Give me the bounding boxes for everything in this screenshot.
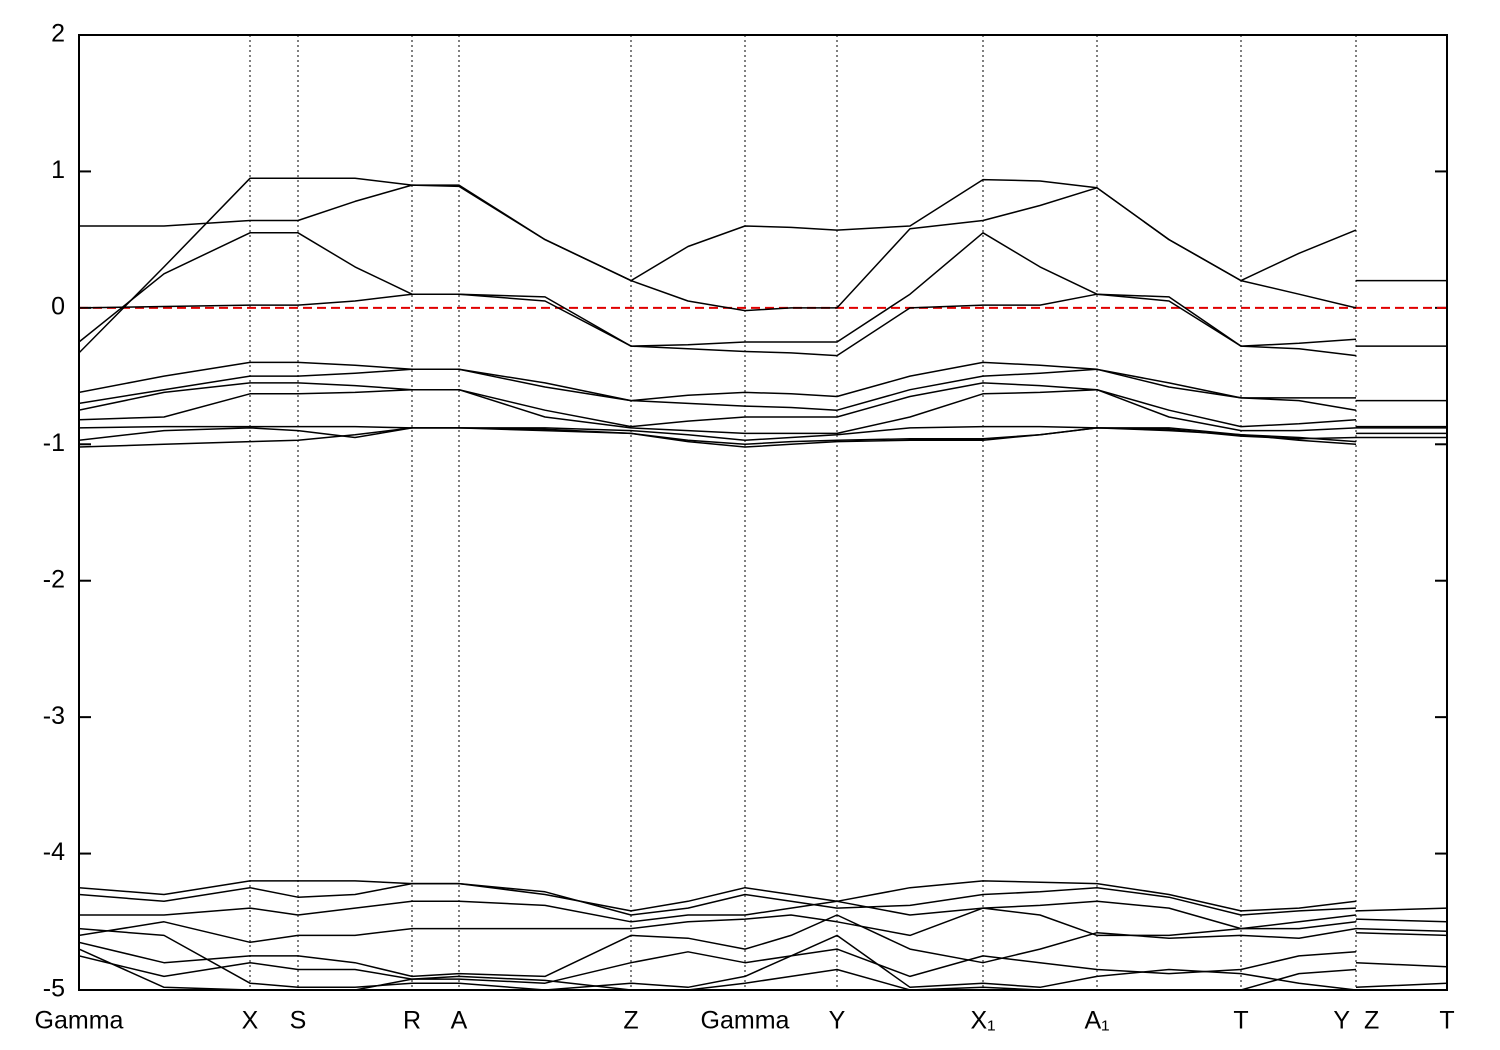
band-line [79,361,1447,435]
x-tick-label: S [290,1007,307,1035]
band-line [79,948,1357,990]
x-tick-label: A [451,1007,468,1035]
y-tick-label: -4 [43,838,65,866]
x-tick-label: T [1233,1007,1248,1035]
band-line [79,368,1447,429]
band-line [79,427,1357,448]
band-line [79,927,1447,990]
band-line [79,382,1447,439]
x-tick-label: Z [623,1007,638,1035]
y-tick-label: 2 [51,20,65,48]
y-tick-label: -3 [43,702,65,730]
band-line [79,427,1357,446]
x-tick-label: Gamma [701,1007,790,1035]
plot-frame [78,34,1448,991]
x-tick-label: Y [829,1007,846,1035]
x-tick-label: Gamma [35,1007,124,1035]
band-line [79,900,1447,933]
x-tick-label: Z [1364,1007,1379,1035]
band-line [79,882,1447,923]
x-tick-label: X₁ [970,1007,995,1035]
x-tick-label: R [403,1007,421,1035]
band-line [79,425,1357,443]
band-line [79,184,1447,347]
x-tick-label: X [242,1007,259,1035]
y-tick-label: -2 [43,565,65,593]
x-tick-label: Y [1333,1007,1350,1035]
x-tick-label: A₁ [1084,1007,1109,1035]
y-tick-label: -5 [43,975,65,1003]
x-tick-label: T [1439,1007,1454,1035]
band-line [79,907,1447,944]
band-line [79,914,1357,978]
y-tick-label: 0 [51,292,65,320]
band-line [79,880,1447,912]
y-tick-label: 1 [51,156,65,184]
y-tick-label: -1 [43,429,65,457]
band-line [79,232,1447,402]
band-line [79,388,1357,435]
band-line [79,293,1447,428]
